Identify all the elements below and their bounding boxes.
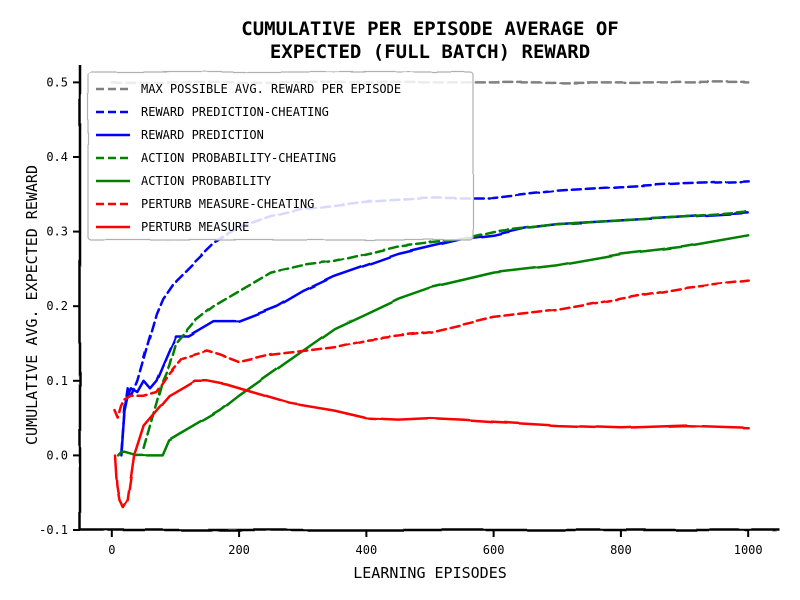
- y-tick-label: 0.1: [46, 374, 68, 388]
- series-line-reward-prediction-cheating: [120, 179, 750, 453]
- legend-box: [87, 71, 474, 241]
- x-tick-label: 800: [610, 543, 632, 557]
- y-tick-label: 0.4: [46, 150, 68, 164]
- y-tick-label: 0.2: [46, 299, 68, 313]
- legend-entry-label: MAX POSSIBLE AVG. REWARD PER EPISODE: [141, 82, 401, 96]
- axes: [78, 65, 780, 532]
- legend-entry-label: ACTION PROBABILITY: [141, 174, 272, 188]
- x-tick-label: 0: [108, 543, 115, 557]
- x-tick-label: 1000: [734, 543, 763, 557]
- series-line-action-probability: [116, 234, 750, 457]
- legend-entry-label: PERTURB MEASURE: [141, 220, 249, 234]
- chart-subtitle: EXPECTED (FULL BATCH) REWARD: [270, 41, 590, 63]
- chart-title: CUMULATIVE PER EPISODE AVERAGE OF: [241, 18, 619, 40]
- y-tick-label: 0.3: [46, 225, 68, 239]
- x-axis-label: LEARNING EPISODES: [353, 564, 507, 582]
- legend-entry-label: ACTION PROBABILITY-CHEATING: [141, 151, 336, 165]
- legend-entry-label: REWARD PREDICTION-CHEATING: [141, 105, 329, 119]
- x-tick-label: 600: [483, 543, 505, 557]
- y-axis-label: CUMULATIVE AVG. EXPECTED REWARD: [23, 165, 41, 445]
- legend: MAX POSSIBLE AVG. REWARD PER EPISODE REWA…: [87, 71, 474, 241]
- series-line-reward-prediction: [120, 211, 750, 457]
- y-tick-label: -0.1: [39, 523, 68, 537]
- legend-entry-label: REWARD PREDICTION: [141, 128, 264, 142]
- x-tick-label: 200: [228, 543, 250, 557]
- series-line-perturb-measure: [113, 379, 750, 509]
- series-line-action-probability-cheating: [142, 210, 750, 450]
- y-tick-label: 0.5: [46, 75, 68, 89]
- x-tick-label: 400: [356, 543, 378, 557]
- ticks: -0.1 0.0 0.1 0.2 0.3 0.4 0.5 0 200 400 600 800 1000: [39, 75, 763, 557]
- series-line-perturb-measure-cheating: [113, 278, 750, 420]
- legend-entry-label: PERTURB MEASURE-CHEATING: [141, 197, 314, 211]
- y-tick-label: 0.0: [46, 448, 68, 462]
- series-layer: [110, 81, 750, 509]
